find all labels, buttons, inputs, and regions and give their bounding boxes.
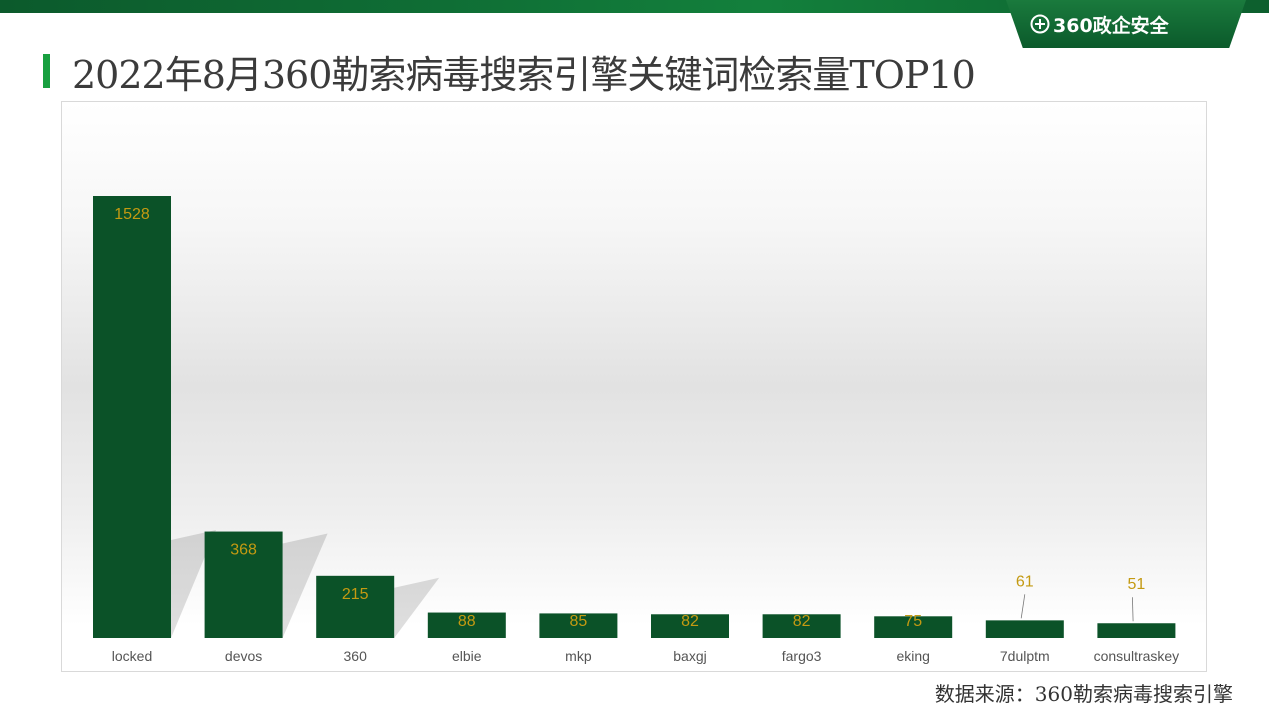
bar-shadow (282, 533, 328, 638)
bar-mkp (539, 613, 618, 638)
data-label-leader (1020, 594, 1026, 619)
brand-tab (1006, 0, 1246, 48)
data-label-consultraskey: 51 (1128, 576, 1146, 593)
bar-elbie (427, 612, 506, 638)
data-label-locked: 1528 (114, 206, 150, 223)
bar-360 (316, 575, 395, 638)
x-tick-label-fargo3: fargo3 (782, 648, 822, 664)
data-label-360: 215 (342, 586, 369, 603)
bar-consultraskey (1097, 623, 1176, 638)
brand-logo: 360政企安全 (1030, 12, 1169, 37)
x-tick-label-baxgj: baxgj (673, 648, 706, 664)
bar-fargo3 (762, 614, 841, 638)
data-source-note: 数据来源：360勒索病毒搜索引擎 (934, 682, 1233, 706)
bar-locked (93, 196, 171, 638)
plus-circle-icon (1030, 14, 1050, 34)
x-tick-label-7dulptm: 7dulptm (1000, 648, 1050, 664)
data-label-fargo3: 82 (793, 613, 811, 630)
bar-baxgj (651, 614, 729, 638)
title-accent-bar (43, 54, 50, 88)
brand-name: 360政企安全 (1053, 14, 1169, 37)
page-title: 2022年8月360勒索病毒搜索引擎关键词检索量TOP10 (72, 53, 976, 97)
data-label-mkp: 85 (570, 613, 588, 630)
data-label-devos: 368 (230, 542, 257, 559)
data-label-elbie: 88 (458, 613, 476, 630)
x-tick-label-consultraskey: consultraskey (1094, 648, 1180, 664)
x-tick-label-devos: devos (225, 648, 262, 664)
x-tick-label-mkp: mkp (565, 648, 592, 664)
x-tick-label-elbie: elbie (452, 648, 482, 664)
data-label-leader (1132, 597, 1134, 622)
data-label-baxgj: 82 (681, 613, 699, 630)
x-tick-label-360: 360 (344, 648, 368, 664)
bar-7dulptm (985, 620, 1064, 638)
bar-devos (204, 531, 283, 638)
top-brand-band (0, 0, 1269, 13)
data-label-eking: 75 (904, 613, 922, 630)
data-label-7dulptm: 61 (1016, 573, 1034, 590)
bar-shadow (394, 577, 440, 638)
x-tick-label-eking: eking (896, 648, 929, 664)
bar-eking (874, 616, 953, 638)
x-tick-label-locked: locked (112, 648, 152, 664)
